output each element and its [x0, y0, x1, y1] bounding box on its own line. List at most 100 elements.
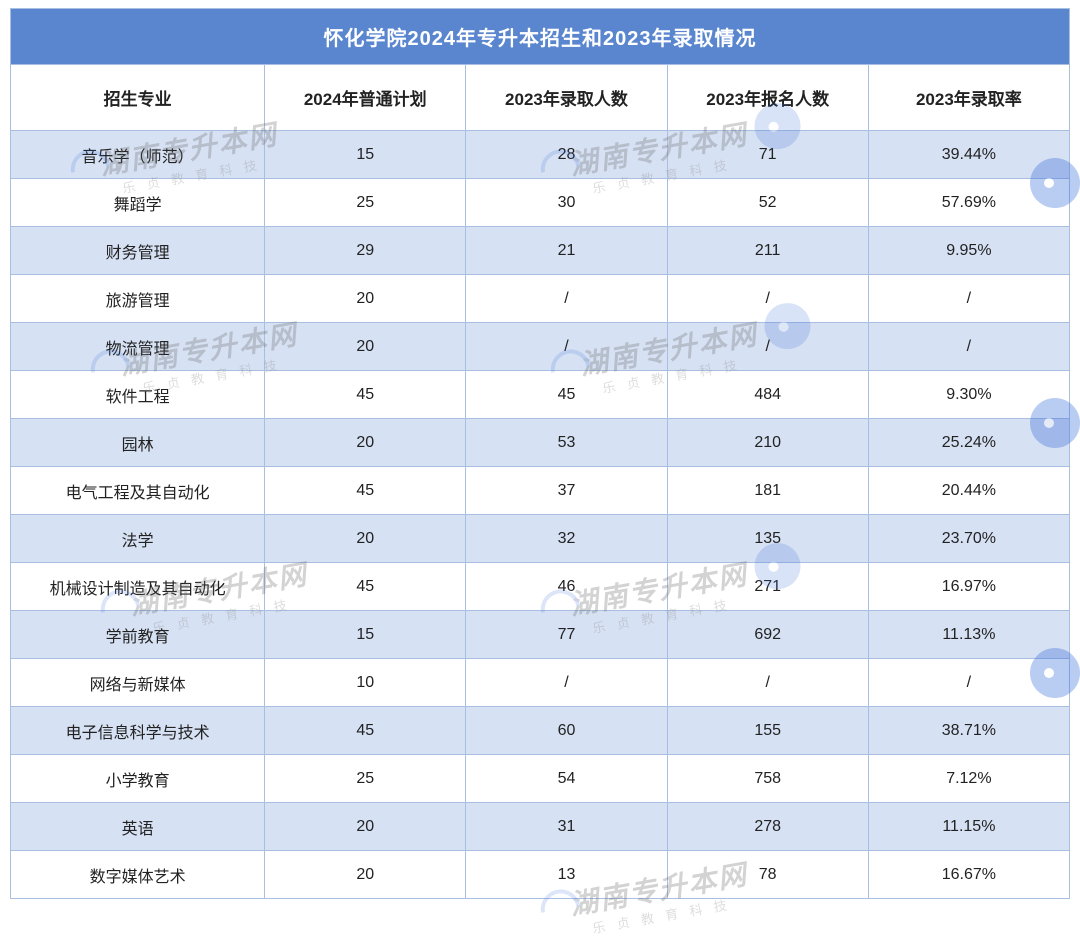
admissions-table-container: 怀化学院2024年专升本招生和2023年录取情况 招生专业 2024年普通计划 …	[10, 8, 1070, 899]
cell-plan2024: 45	[265, 707, 466, 755]
cell-apply2023: 278	[667, 803, 868, 851]
cell-major: 软件工程	[11, 371, 265, 419]
cell-apply2023: 52	[667, 179, 868, 227]
cell-apply2023: 155	[667, 707, 868, 755]
cell-apply2023: /	[667, 659, 868, 707]
cell-rate2023: 9.30%	[868, 371, 1069, 419]
cell-plan2024: 45	[265, 371, 466, 419]
cell-rate2023: 16.97%	[868, 563, 1069, 611]
cell-admit2023: 45	[466, 371, 667, 419]
cell-plan2024: 20	[265, 515, 466, 563]
cell-apply2023: 271	[667, 563, 868, 611]
col-header-rate2023: 2023年录取率	[868, 65, 1069, 131]
cell-major: 机械设计制造及其自动化	[11, 563, 265, 611]
table-row: 电气工程及其自动化453718120.44%	[11, 467, 1070, 515]
cell-admit2023: 53	[466, 419, 667, 467]
cell-apply2023: 135	[667, 515, 868, 563]
cell-rate2023: 39.44%	[868, 131, 1069, 179]
table-body: 音乐学（师范）15287139.44%舞蹈学25305257.69%财务管理29…	[11, 131, 1070, 899]
cell-rate2023: /	[868, 323, 1069, 371]
cell-major: 园林	[11, 419, 265, 467]
cell-plan2024: 20	[265, 851, 466, 899]
cell-admit2023: 32	[466, 515, 667, 563]
cell-plan2024: 20	[265, 275, 466, 323]
col-header-major: 招生专业	[11, 65, 265, 131]
cell-apply2023: 484	[667, 371, 868, 419]
cell-major: 网络与新媒体	[11, 659, 265, 707]
cell-admit2023: /	[466, 275, 667, 323]
cell-apply2023: 71	[667, 131, 868, 179]
cell-apply2023: 692	[667, 611, 868, 659]
cell-rate2023: 11.15%	[868, 803, 1069, 851]
cell-apply2023: 181	[667, 467, 868, 515]
cell-admit2023: /	[466, 659, 667, 707]
cell-major: 物流管理	[11, 323, 265, 371]
cell-major: 数字媒体艺术	[11, 851, 265, 899]
cell-major: 旅游管理	[11, 275, 265, 323]
cell-plan2024: 25	[265, 755, 466, 803]
cell-plan2024: 15	[265, 611, 466, 659]
table-row: 音乐学（师范）15287139.44%	[11, 131, 1070, 179]
cell-plan2024: 20	[265, 323, 466, 371]
cell-admit2023: /	[466, 323, 667, 371]
cell-plan2024: 15	[265, 131, 466, 179]
table-title-row: 怀化学院2024年专升本招生和2023年录取情况	[11, 9, 1070, 65]
cell-major: 小学教育	[11, 755, 265, 803]
cell-admit2023: 37	[466, 467, 667, 515]
cell-apply2023: 78	[667, 851, 868, 899]
cell-plan2024: 45	[265, 563, 466, 611]
cell-rate2023: 57.69%	[868, 179, 1069, 227]
table-row: 旅游管理20///	[11, 275, 1070, 323]
table-header-row: 招生专业 2024年普通计划 2023年录取人数 2023年报名人数 2023年…	[11, 65, 1070, 131]
cell-plan2024: 20	[265, 803, 466, 851]
cell-admit2023: 54	[466, 755, 667, 803]
table-row: 舞蹈学25305257.69%	[11, 179, 1070, 227]
cell-plan2024: 29	[265, 227, 466, 275]
cell-plan2024: 45	[265, 467, 466, 515]
table-row: 英语203127811.15%	[11, 803, 1070, 851]
cell-plan2024: 20	[265, 419, 466, 467]
cell-rate2023: 23.70%	[868, 515, 1069, 563]
cell-apply2023: 211	[667, 227, 868, 275]
table-row: 财务管理29212119.95%	[11, 227, 1070, 275]
table-row: 机械设计制造及其自动化454627116.97%	[11, 563, 1070, 611]
cell-rate2023: 20.44%	[868, 467, 1069, 515]
cell-admit2023: 28	[466, 131, 667, 179]
cell-rate2023: 25.24%	[868, 419, 1069, 467]
cell-major: 电子信息科学与技术	[11, 707, 265, 755]
cell-rate2023: 38.71%	[868, 707, 1069, 755]
cell-major: 英语	[11, 803, 265, 851]
table-row: 网络与新媒体10///	[11, 659, 1070, 707]
cell-apply2023: 758	[667, 755, 868, 803]
cell-major: 电气工程及其自动化	[11, 467, 265, 515]
cell-admit2023: 46	[466, 563, 667, 611]
cell-apply2023: 210	[667, 419, 868, 467]
cell-rate2023: /	[868, 275, 1069, 323]
cell-rate2023: /	[868, 659, 1069, 707]
cell-major: 音乐学（师范）	[11, 131, 265, 179]
cell-admit2023: 21	[466, 227, 667, 275]
cell-apply2023: /	[667, 323, 868, 371]
cell-rate2023: 16.67%	[868, 851, 1069, 899]
table-row: 园林205321025.24%	[11, 419, 1070, 467]
cell-admit2023: 77	[466, 611, 667, 659]
cell-major: 财务管理	[11, 227, 265, 275]
table-title: 怀化学院2024年专升本招生和2023年录取情况	[11, 9, 1070, 65]
cell-rate2023: 9.95%	[868, 227, 1069, 275]
cell-admit2023: 31	[466, 803, 667, 851]
table-row: 小学教育25547587.12%	[11, 755, 1070, 803]
cell-plan2024: 25	[265, 179, 466, 227]
table-row: 数字媒体艺术20137816.67%	[11, 851, 1070, 899]
table-row: 电子信息科学与技术456015538.71%	[11, 707, 1070, 755]
cell-major: 学前教育	[11, 611, 265, 659]
cell-rate2023: 11.13%	[868, 611, 1069, 659]
col-header-plan2024: 2024年普通计划	[265, 65, 466, 131]
admissions-table: 怀化学院2024年专升本招生和2023年录取情况 招生专业 2024年普通计划 …	[10, 8, 1070, 899]
cell-major: 舞蹈学	[11, 179, 265, 227]
col-header-apply2023: 2023年报名人数	[667, 65, 868, 131]
table-row: 软件工程45454849.30%	[11, 371, 1070, 419]
cell-major: 法学	[11, 515, 265, 563]
table-row: 物流管理20///	[11, 323, 1070, 371]
cell-admit2023: 13	[466, 851, 667, 899]
cell-plan2024: 10	[265, 659, 466, 707]
